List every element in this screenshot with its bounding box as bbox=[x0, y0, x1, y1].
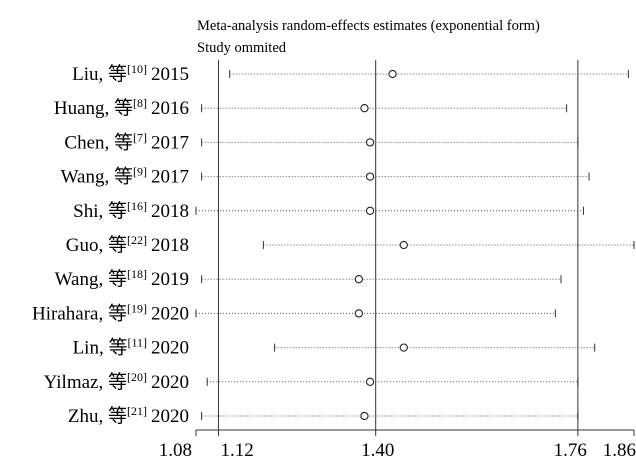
study-label: Liu, 等[10] 2015 bbox=[72, 62, 189, 85]
x-tick-label: 1.40 bbox=[361, 440, 394, 461]
chart-title: Meta-analysis random-effects estimates (… bbox=[197, 18, 540, 34]
point-estimate bbox=[365, 206, 375, 215]
study-year: 2020 bbox=[151, 406, 189, 427]
point-estimate bbox=[365, 138, 375, 147]
study-label: Yilmaz, 等[20] 2020 bbox=[44, 370, 189, 393]
study-row: Wang, 等[18] 2019 bbox=[55, 267, 562, 290]
study-ref: [9] bbox=[133, 165, 147, 179]
study-author: Shi, 等 bbox=[73, 200, 127, 222]
x-tick-label: 1.08 bbox=[159, 440, 192, 461]
study-label: Hirahara, 等[19] 2020 bbox=[32, 301, 189, 324]
x-tick-label: 1.76 bbox=[554, 440, 587, 461]
study-label: Wang, 等[18] 2019 bbox=[55, 267, 189, 290]
study-ref: [8] bbox=[133, 96, 147, 110]
study-label: Zhu, 等[21] 2020 bbox=[68, 404, 189, 427]
study-author: Wang, 等 bbox=[55, 268, 127, 290]
x-tick-label: 1.86 bbox=[603, 440, 636, 461]
study-ref: [19] bbox=[127, 301, 147, 315]
study-ref: [10] bbox=[127, 62, 147, 76]
study-author: Liu, 等 bbox=[72, 63, 127, 85]
study-row: Yilmaz, 等[20] 2020 bbox=[44, 370, 579, 393]
study-author: Lin, 等 bbox=[73, 337, 128, 359]
study-row: Chen, 等[7] 2017 bbox=[64, 130, 579, 153]
study-year: 2018 bbox=[151, 235, 189, 256]
study-year: 2017 bbox=[151, 132, 189, 153]
study-label: Chen, 等[7] 2017 bbox=[64, 130, 189, 153]
study-year: 2019 bbox=[151, 269, 189, 290]
study-row: Lin, 等[11] 2020 bbox=[73, 336, 596, 359]
study-row: Huang, 等[8] 2016 bbox=[54, 96, 568, 119]
study-label: Huang, 等[8] 2016 bbox=[54, 96, 189, 119]
study-ref: [16] bbox=[127, 199, 147, 213]
x-tick-label: 1.12 bbox=[220, 440, 253, 461]
study-author: Yilmaz, 等 bbox=[44, 371, 127, 393]
study-row: Guo, 等[22] 2018 bbox=[66, 233, 635, 256]
study-ref: [18] bbox=[127, 267, 147, 281]
point-estimate bbox=[388, 69, 397, 79]
point-estimate bbox=[354, 275, 363, 284]
study-row: Zhu, 等[21] 2020 bbox=[68, 404, 579, 427]
point-estimate bbox=[365, 377, 375, 386]
study-rows: Liu, 等[10] 2015 Huang, 等[8] 2016 Chen, 等[7] 2… bbox=[32, 62, 635, 427]
point-estimate bbox=[360, 104, 369, 113]
point-estimate bbox=[354, 309, 363, 318]
study-author: Guo, 等 bbox=[66, 234, 127, 256]
study-year: 2020 bbox=[151, 338, 189, 359]
study-row: Wang, 等[9] 2017 bbox=[61, 165, 590, 188]
study-ref: [7] bbox=[133, 130, 147, 144]
study-label: Shi, 等[16] 2018 bbox=[73, 199, 189, 222]
study-year: 2018 bbox=[151, 201, 189, 222]
point-estimate bbox=[399, 240, 408, 250]
study-year: 2020 bbox=[151, 372, 189, 393]
study-year: 2020 bbox=[151, 303, 189, 324]
point-estimate bbox=[360, 411, 369, 421]
study-year: 2017 bbox=[151, 167, 189, 188]
study-row: Hirahara, 等[19] 2020 bbox=[32, 301, 556, 324]
point-estimate bbox=[399, 343, 408, 352]
study-ref: [11] bbox=[127, 336, 147, 350]
study-ref: [21] bbox=[127, 404, 147, 418]
study-author: Wang, 等 bbox=[61, 166, 133, 188]
study-row: Shi, 等[16] 2018 bbox=[73, 199, 584, 222]
study-author: Hirahara, 等 bbox=[32, 302, 127, 324]
study-year: 2015 bbox=[151, 64, 189, 85]
study-author: Chen, 等 bbox=[64, 131, 133, 153]
chart-subtitle: Study ommited bbox=[197, 40, 287, 56]
reference-lines bbox=[217, 60, 579, 430]
study-author: Zhu, 等 bbox=[68, 405, 127, 427]
x-axis: 1.08 1.12 1.40 1.76 1.86 bbox=[159, 429, 636, 461]
point-estimate bbox=[365, 172, 375, 181]
study-label: Wang, 等[9] 2017 bbox=[61, 165, 189, 188]
study-ref: [22] bbox=[127, 233, 147, 247]
study-ref: [20] bbox=[127, 370, 147, 384]
study-year: 2016 bbox=[151, 98, 189, 119]
study-label: Guo, 等[22] 2018 bbox=[66, 233, 189, 256]
study-row: Liu, 等[10] 2015 bbox=[72, 62, 629, 85]
study-author: Huang, 等 bbox=[54, 97, 133, 119]
study-label: Lin, 等[11] 2020 bbox=[73, 336, 189, 359]
